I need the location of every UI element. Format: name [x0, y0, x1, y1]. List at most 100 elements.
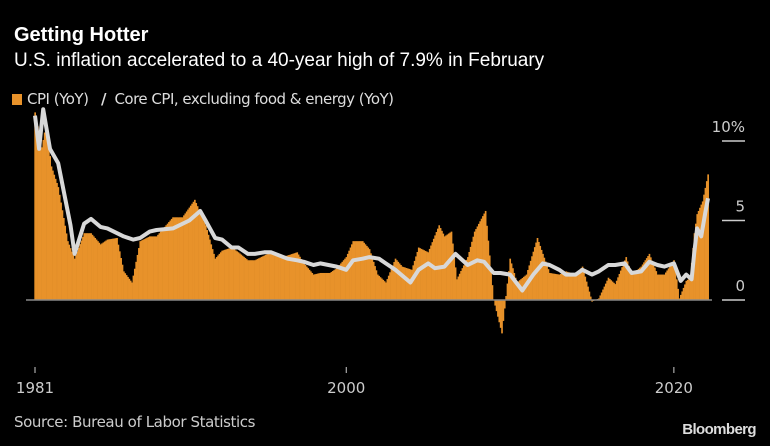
- cpi-bar: [412, 265, 415, 300]
- cpi-bar: [420, 248, 423, 300]
- cpi-bar: [188, 207, 191, 300]
- cpi-bar: [132, 275, 135, 300]
- cpi-bar: [305, 266, 308, 300]
- cpi-bar: [649, 257, 652, 300]
- cpi-bar: [546, 265, 548, 300]
- cpi-bar: [655, 271, 658, 300]
- cpi-bar: [472, 236, 475, 300]
- cpi-bar: [491, 285, 494, 300]
- cpi-bar: [124, 273, 127, 300]
- cpi-bar: [239, 253, 241, 300]
- cpi-bar: [695, 223, 697, 300]
- cpi-bar: [663, 274, 666, 300]
- cpi-bar: [382, 279, 385, 300]
- cpi-bar: [52, 170, 54, 300]
- cpi-bar: [632, 273, 634, 300]
- cpi-bar: [248, 260, 251, 300]
- cpi-bar: [550, 273, 552, 300]
- cpi-bar: [427, 252, 430, 300]
- cpi-bar: [495, 300, 498, 312]
- cpi-bar: [561, 273, 563, 300]
- cpi-bar: [180, 217, 183, 300]
- cpi-bar: [705, 181, 708, 300]
- cpi-bar: [142, 239, 144, 300]
- cpi-bar: [319, 272, 322, 300]
- cpi-bar: [447, 233, 450, 300]
- cpi-bar: [393, 262, 396, 300]
- cpi-bar: [204, 225, 207, 300]
- cpi-bar: [226, 248, 229, 300]
- cpi-bar: [336, 268, 338, 300]
- cpi-bar: [542, 253, 544, 300]
- y-tick-label: 10%: [712, 118, 745, 136]
- cpi-bar: [419, 248, 421, 300]
- cpi-bar: [610, 280, 613, 300]
- cpi-bar: [674, 269, 677, 300]
- cpi-bar: [234, 250, 237, 300]
- cpi-bar: [284, 256, 286, 300]
- cpi-bar: [79, 244, 82, 300]
- cpi-bar: [181, 217, 184, 300]
- cpi-bar: [120, 258, 122, 300]
- cpi-bar: [94, 237, 97, 300]
- cpi-bar: [651, 260, 654, 300]
- cpi-bar: [378, 275, 380, 300]
- cpi-bar: [606, 280, 608, 300]
- cpi-bar: [260, 256, 263, 300]
- cpi-bar: [194, 199, 196, 300]
- cpi-bar: [494, 300, 497, 306]
- cpi-bar: [75, 255, 77, 300]
- cpi-bar: [198, 209, 200, 300]
- cpi-bar: [310, 271, 312, 300]
- cpi-bar: [391, 265, 394, 300]
- cpi-bar: [267, 253, 270, 300]
- cpi-bar: [636, 270, 638, 300]
- cpi-bar: [551, 273, 554, 300]
- cpi-bar: [144, 238, 147, 300]
- cpi-bar: [516, 282, 518, 300]
- cpi-bar: [499, 300, 502, 328]
- cpi-bar: [45, 125, 47, 300]
- x-tick-label: 2020: [655, 379, 693, 397]
- cpi-bar: [39, 140, 42, 300]
- cpi-bar: [125, 275, 128, 300]
- cpi-bar: [278, 256, 281, 300]
- cpi-bar: [643, 262, 645, 300]
- cpi-bar: [385, 282, 387, 300]
- cpi-bar: [56, 182, 58, 300]
- cpi-bar: [50, 166, 53, 300]
- cpi-bar: [703, 194, 705, 300]
- cpi-bar: [452, 243, 454, 300]
- cpi-bar: [626, 261, 629, 300]
- cpi-bar: [263, 255, 266, 300]
- cpi-bar: [168, 222, 170, 300]
- cpi-bar: [311, 272, 314, 300]
- cpi-bar: [468, 251, 471, 300]
- cpi-bar: [251, 260, 254, 300]
- cpi-bar: [400, 265, 402, 300]
- cpi-bar: [323, 272, 326, 300]
- cpi-bar: [202, 218, 204, 300]
- cpi-bar: [548, 272, 551, 300]
- cpi-bar: [330, 272, 333, 300]
- cpi-bar: [214, 258, 217, 300]
- legend-cpi-label: CPI (YoY): [27, 90, 89, 108]
- cpi-bar: [577, 271, 580, 300]
- cpi-bar: [211, 249, 214, 300]
- cpi-bar: [42, 139, 45, 300]
- cpi-bar: [475, 229, 477, 300]
- cpi-bar: [275, 255, 278, 300]
- cpi-bar: [153, 236, 155, 300]
- cpi-bar: [379, 277, 382, 300]
- cpi-bar: [539, 245, 542, 300]
- cpi-bar: [622, 263, 625, 300]
- cpi-bar: [397, 261, 400, 300]
- cpi-bar: [71, 251, 73, 300]
- cpi-bar: [296, 252, 299, 300]
- cpi-bar: [307, 268, 310, 300]
- cpi-bar: [458, 273, 461, 300]
- cpi-bar: [86, 233, 88, 300]
- cpi-bar: [84, 233, 87, 300]
- cpi-bar: [333, 270, 335, 300]
- cpi-bar: [497, 300, 499, 317]
